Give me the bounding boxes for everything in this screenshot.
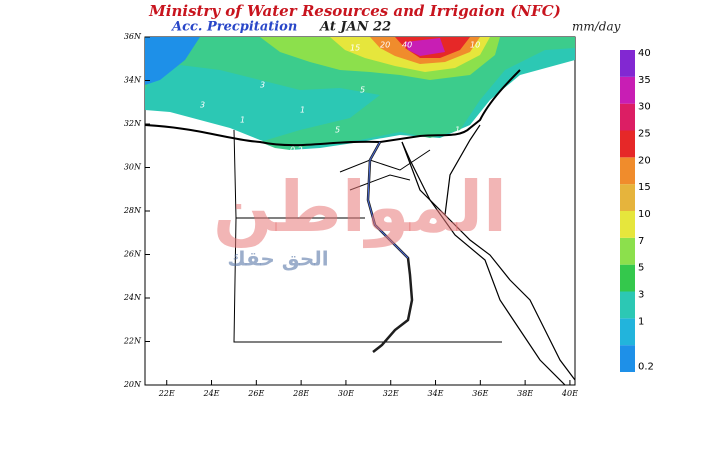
contour-labels: 1 3 5 10 15 20 40 3 1 0.2 5 1 <box>200 41 480 155</box>
x-tick-label: 30E <box>338 389 354 398</box>
axis-ticks: 22E 24E 26E 28E 30E 32E 34E 36E 38E 40E 20N 22N 24N 2… <box>123 32 578 398</box>
red-sea-west-coast <box>401 141 566 386</box>
valid-time: At JAN 22 <box>318 20 391 35</box>
subtitle: Acc. Precpitation <box>170 20 297 35</box>
x-tick-label: 24E <box>203 389 220 398</box>
x-tick-label: 26E <box>247 389 264 398</box>
colorbar-label: 25 <box>638 129 651 140</box>
colorbar-segment <box>620 130 635 158</box>
colorbar-segment <box>620 103 635 131</box>
contour-label: 40 <box>402 41 412 50</box>
x-tick-label: 22E <box>158 389 175 398</box>
colorbar-label: 7 <box>638 236 644 247</box>
contour-label: 1 <box>240 116 245 125</box>
contour-label: 1 <box>455 126 460 135</box>
colorbar-segment <box>620 76 635 104</box>
x-tick-label: 36E <box>472 389 488 398</box>
colorbar-segment <box>620 264 635 292</box>
precip-02 <box>145 37 200 85</box>
x-tick-label: 34E <box>428 389 444 398</box>
y-tick-label: 32N <box>124 119 142 128</box>
colorbar-segment <box>620 345 635 372</box>
x-tick-label: 38E <box>517 389 533 398</box>
contour-label: 5 <box>360 86 365 95</box>
contour-label: 3 <box>200 101 205 110</box>
precip-35 <box>405 38 445 56</box>
watermark-brand: المواطن <box>213 166 507 248</box>
y-tick-label: 24N <box>123 293 142 302</box>
colorbar-label: 1 <box>638 316 644 327</box>
y-tick-label: 34N <box>124 76 142 85</box>
x-tick-label: 28E <box>292 389 309 398</box>
watermark-slogan: الحق حقك <box>227 247 328 271</box>
colorbar-segment <box>620 211 635 238</box>
contour-label: 0.2 <box>290 146 303 155</box>
y-tick-label: 28N <box>123 206 142 215</box>
colorbar-segment <box>620 184 635 211</box>
map-area: 22E 24E 26E 28E 30E 32E 34E 36E 38E 40E 20N 22N 24N 2… <box>123 32 578 398</box>
colorbar-label: 20 <box>638 155 651 166</box>
contour-label: 3 <box>260 81 265 90</box>
colorbar-label: 35 <box>638 75 651 86</box>
units: mm/day <box>572 20 621 34</box>
contour-label: 5 <box>335 126 340 135</box>
colorbar-label: 40 <box>638 48 651 59</box>
colorbar-label: 0.2 <box>638 362 654 373</box>
y-tick-label: 30N <box>124 163 142 172</box>
nile-inner <box>367 141 409 259</box>
title: Ministry of Water Resources and Irrigaio… <box>148 2 561 20</box>
contour-label: 20 <box>380 41 390 50</box>
colorbar-segment <box>620 157 635 185</box>
y-tick-label: 36N <box>124 32 142 41</box>
colorbar-label: 10 <box>638 209 651 220</box>
colorbar-label: 15 <box>638 182 651 193</box>
y-tick-label: 26N <box>123 250 142 259</box>
colorbar-segment <box>620 237 635 265</box>
contour-label: 10 <box>470 41 480 50</box>
sinai-coast <box>401 124 576 381</box>
borders <box>233 129 502 343</box>
contour-label: 15 <box>350 44 360 53</box>
colorbar-label: 5 <box>638 263 644 274</box>
x-tick-label: 32E <box>383 389 399 398</box>
y-tick-label: 20N <box>123 380 142 389</box>
x-tick-label: 40E <box>561 389 578 398</box>
colorbar-segment <box>620 291 635 319</box>
colorbar-label: 30 <box>638 102 651 113</box>
colorbar-segment <box>620 50 635 77</box>
contour-label: 1 <box>300 106 305 115</box>
colorbar-label: 3 <box>638 290 644 301</box>
colorbar-segment <box>620 318 635 346</box>
coastline <box>144 69 521 147</box>
y-tick-label: 22N <box>123 337 142 346</box>
